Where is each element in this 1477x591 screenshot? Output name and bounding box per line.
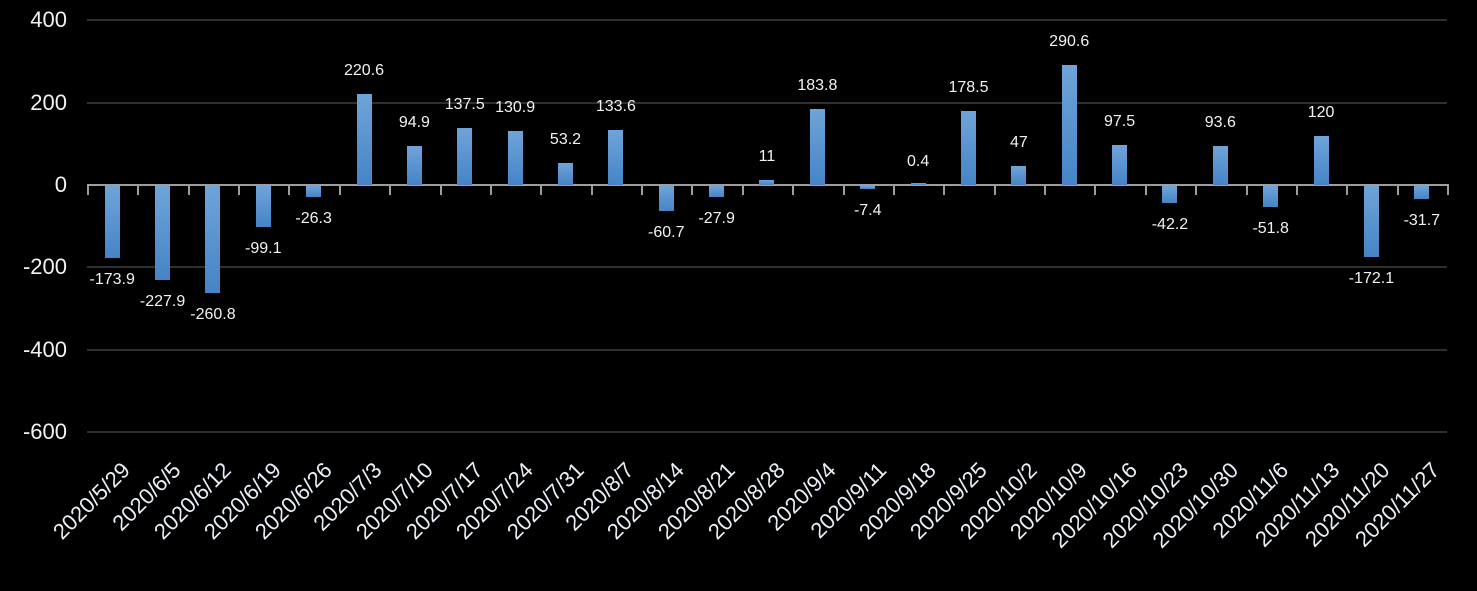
gridline bbox=[87, 19, 1447, 22]
y-axis-label: -200 bbox=[22, 254, 67, 280]
y-axis-label: 200 bbox=[30, 89, 67, 115]
data-label: 120 bbox=[1307, 103, 1335, 121]
bar bbox=[1011, 165, 1027, 185]
data-label: 47 bbox=[1009, 133, 1028, 151]
bar bbox=[1313, 135, 1329, 185]
data-label: 53.2 bbox=[549, 131, 582, 149]
data-label: 94.9 bbox=[398, 113, 430, 131]
axis-tick-mark bbox=[892, 186, 895, 195]
data-label: -173.9 bbox=[89, 270, 135, 288]
axis-tick-mark bbox=[187, 186, 190, 195]
data-label: 130.9 bbox=[495, 99, 536, 117]
axis-tick-mark bbox=[137, 186, 140, 195]
bar bbox=[1363, 186, 1379, 257]
data-label: -60.7 bbox=[648, 224, 685, 241]
y-axis-label: -600 bbox=[22, 419, 67, 445]
axis-tick-mark bbox=[792, 186, 795, 195]
data-label: 183.8 bbox=[797, 77, 838, 95]
data-label: 93.6 bbox=[1204, 114, 1236, 132]
axis-tick-mark bbox=[741, 186, 744, 195]
axis-tick-mark bbox=[540, 186, 543, 195]
data-label: -7.4 bbox=[853, 202, 882, 220]
data-label: -227.9 bbox=[139, 292, 186, 310]
axis-tick-mark bbox=[842, 186, 845, 195]
bar bbox=[759, 180, 775, 185]
axis-tick-mark bbox=[1295, 186, 1298, 195]
bar bbox=[1414, 186, 1430, 200]
axis-tick-mark bbox=[1346, 186, 1349, 195]
data-label: 133.6 bbox=[595, 97, 636, 115]
bar bbox=[406, 145, 422, 185]
axis-tick-mark bbox=[993, 186, 996, 195]
gridline bbox=[87, 348, 1447, 351]
data-label: -172.1 bbox=[1348, 269, 1395, 287]
bar bbox=[910, 183, 926, 185]
axis-tick-mark bbox=[1245, 186, 1248, 195]
axis-tick-mark bbox=[1044, 186, 1047, 195]
bar bbox=[960, 111, 976, 185]
bar bbox=[1162, 186, 1178, 204]
data-label: 290.6 bbox=[1049, 33, 1090, 51]
bar bbox=[255, 186, 271, 227]
x-axis-line bbox=[87, 184, 1449, 186]
bar bbox=[457, 128, 473, 185]
bar bbox=[809, 109, 825, 185]
axis-tick-mark bbox=[389, 186, 392, 195]
data-label: -260.8 bbox=[190, 306, 236, 324]
axis-tick-mark bbox=[1144, 186, 1147, 195]
data-label: 220.6 bbox=[344, 62, 385, 80]
axis-tick-mark bbox=[439, 186, 442, 195]
bar bbox=[104, 186, 120, 258]
axis-tick-mark bbox=[1396, 186, 1399, 195]
gridline bbox=[87, 431, 1447, 434]
bar bbox=[356, 94, 372, 185]
bar bbox=[608, 129, 624, 185]
gridline bbox=[87, 101, 1447, 104]
axis-tick-mark bbox=[943, 186, 946, 195]
bar bbox=[155, 186, 171, 280]
axis-tick-mark bbox=[1094, 186, 1097, 195]
data-label: 137.5 bbox=[444, 96, 485, 114]
axis-tick-mark bbox=[87, 186, 89, 195]
axis-tick-mark bbox=[590, 186, 593, 195]
bar bbox=[1263, 186, 1279, 208]
axis-tick-mark bbox=[1195, 186, 1198, 195]
axis-tick-mark bbox=[338, 186, 341, 195]
data-label: -99.1 bbox=[245, 239, 282, 257]
gridline bbox=[87, 266, 1447, 269]
bar bbox=[205, 186, 221, 294]
y-axis-label: -400 bbox=[22, 336, 67, 362]
axis-tick-mark bbox=[641, 186, 644, 195]
axis-tick-mark bbox=[238, 186, 241, 195]
data-label: 178.5 bbox=[948, 79, 989, 97]
bar bbox=[1112, 144, 1128, 185]
axis-tick-mark bbox=[691, 186, 694, 195]
data-label: 11 bbox=[758, 148, 776, 166]
y-axis-label: 0 bbox=[54, 172, 67, 197]
bar bbox=[306, 186, 322, 197]
axis-tick-mark bbox=[288, 186, 291, 195]
data-label: -51.8 bbox=[1252, 220, 1289, 238]
bar bbox=[1212, 146, 1228, 185]
bar bbox=[1061, 65, 1077, 185]
bar bbox=[658, 186, 674, 211]
data-label: 97.5 bbox=[1104, 112, 1136, 130]
data-label: -31.7 bbox=[1403, 212, 1441, 230]
data-label: 0.4 bbox=[906, 152, 930, 170]
data-label: -42.2 bbox=[1151, 216, 1189, 234]
y-axis-label: 400 bbox=[30, 7, 67, 33]
bar bbox=[709, 186, 725, 198]
bar bbox=[860, 186, 876, 190]
bar bbox=[558, 163, 573, 185]
axis-tick-mark bbox=[489, 186, 492, 195]
bar bbox=[507, 131, 523, 185]
data-label: -26.3 bbox=[295, 209, 332, 227]
axis-tick-mark bbox=[1446, 186, 1449, 195]
data-label: -27.9 bbox=[698, 210, 735, 228]
